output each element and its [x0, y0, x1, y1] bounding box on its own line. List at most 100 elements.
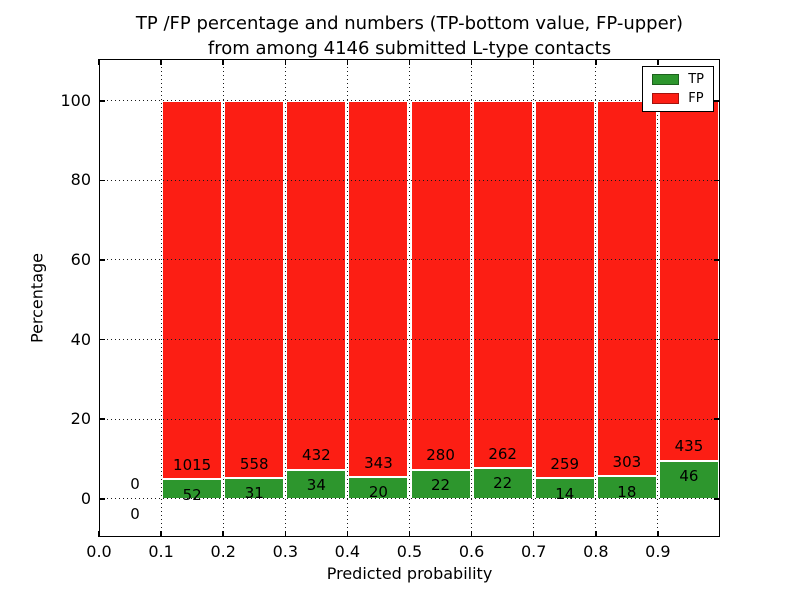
x-tick-label: 0.2: [210, 542, 236, 561]
tp-count-label: 18: [617, 482, 637, 501]
x-tick-mark-top: [222, 59, 224, 65]
bar-segment-fp: [224, 100, 285, 478]
grid-line-vertical: [533, 59, 535, 537]
y-tick-label: 40: [70, 329, 91, 349]
tp-count-label: 20: [368, 483, 388, 502]
tp-count-label: 31: [244, 484, 264, 503]
bar-segment-tp: [286, 469, 347, 499]
y-tick-mark-right: [714, 179, 720, 182]
fp-count-label: 262: [488, 444, 517, 463]
chart-title-line2: from among 4146 submitted L-type contact…: [207, 38, 612, 59]
x-axis-label: Predicted probability: [326, 564, 493, 583]
x-tick-mark-top: [98, 59, 100, 65]
legend-label: TP: [688, 72, 704, 87]
legend: TP FP: [642, 66, 714, 112]
bar-segment-tp: [596, 476, 657, 499]
y-tick-mark: [99, 418, 105, 420]
x-tick-mark: [657, 531, 659, 537]
grid-line-vertical: [409, 59, 410, 537]
x-tick-label: 0.8: [583, 542, 609, 561]
x-tick-mark: [98, 531, 100, 537]
fp-count-label: 259: [550, 455, 580, 474]
y-tick-label: 60: [70, 249, 91, 269]
y-tick-label: 20: [70, 409, 91, 429]
fp-count-label: 343: [364, 453, 393, 472]
x-tick-label: 0.0: [86, 542, 112, 561]
fp-count-label: 0: [130, 475, 140, 494]
bar-segment-tp: [534, 478, 595, 499]
y-tick-mark: [99, 498, 105, 500]
fp-count-label: 558: [239, 454, 269, 473]
bar-segment-fp: [596, 100, 657, 477]
bar-segment-fp: [286, 100, 347, 470]
x-tick-mark-top: [532, 59, 535, 65]
x-tick-mark-top: [346, 59, 349, 65]
x-tick-label: 0.1: [148, 542, 174, 561]
x-tick-mark: [408, 531, 411, 537]
plot-area: 0 0 1015 52 558 31 432 34 343 20 280 22 262 22 259 14 30…: [98, 59, 720, 537]
grid-line-vertical: [471, 59, 473, 537]
tp-count-label: 34: [306, 476, 326, 495]
tp-count-label: 22: [493, 474, 513, 493]
fp-count-label: 303: [612, 453, 642, 472]
tp-count-label: 14: [555, 484, 575, 503]
tp-count-label: 52: [182, 485, 202, 504]
bar-segment-fp: [658, 100, 719, 461]
x-tick-label: 0.4: [334, 542, 361, 561]
x-tick-mark-top: [595, 59, 597, 65]
grid-line-vertical: [595, 59, 597, 537]
chart-title: TP /FP percentage and numbers (TP-bottom…: [99, 11, 720, 61]
x-tick-mark: [160, 531, 162, 537]
x-tick-mark: [532, 531, 535, 537]
y-tick-mark-right: [714, 498, 720, 500]
legend-item: FP: [652, 92, 704, 105]
y-tick-mark: [99, 338, 105, 341]
fp-count-label: 435: [674, 437, 704, 456]
fp-count-label: 280: [426, 446, 455, 465]
y-tick-mark: [99, 100, 105, 102]
tp-count-label: 46: [679, 467, 699, 486]
x-tick-mark: [284, 531, 287, 537]
bar-segment-tp: [162, 479, 223, 499]
x-tick-mark-top: [470, 59, 473, 65]
x-tick-mark-top: [408, 59, 411, 65]
x-tick-label: 0.6: [458, 542, 485, 561]
x-tick-mark: [470, 531, 473, 537]
tp-count-label: 0: [130, 505, 140, 524]
grid-line-vertical: [160, 59, 162, 537]
bar-segment-fp: [162, 100, 223, 480]
fp-count-label: 432: [302, 446, 331, 465]
chart-title-line1: TP /FP percentage and numbers (TP-bottom…: [135, 13, 684, 34]
y-tick-label: 100: [60, 90, 91, 110]
legend-item: TP: [652, 73, 704, 86]
grid-line-vertical: [657, 59, 659, 537]
bar-segment-fp: [472, 100, 533, 468]
x-tick-mark: [346, 531, 349, 537]
bar-segment-fp: [410, 100, 471, 470]
y-tick-mark-right: [714, 338, 720, 341]
bar-segment-tp: [658, 460, 719, 499]
y-tick-mark-right: [714, 259, 720, 261]
x-tick-mark-top: [657, 59, 659, 65]
y-tick-mark-right: [714, 418, 720, 420]
legend-swatch-tp: [652, 74, 680, 85]
y-tick-mark-right: [714, 100, 720, 102]
x-tick-label: 0.3: [272, 542, 299, 561]
grid-line-vertical: [284, 59, 286, 537]
bar-segment-fp: [348, 100, 409, 477]
bar-segment-tp: [472, 467, 533, 499]
y-tick-mark: [99, 179, 105, 182]
x-tick-label: 0.9: [645, 542, 671, 561]
x-tick-mark: [595, 531, 597, 537]
legend-swatch-fp: [652, 93, 680, 104]
bar-segment-fp: [534, 100, 595, 479]
y-tick-label: 0: [80, 488, 91, 508]
fp-count-label: 1015: [173, 456, 212, 475]
legend-label: FP: [688, 91, 704, 106]
tp-count-label: 22: [431, 476, 451, 495]
y-tick-label: 80: [70, 170, 91, 190]
x-tick-label: 0.5: [396, 542, 423, 561]
grid-line-vertical: [222, 59, 224, 537]
grid-line-vertical: [346, 59, 348, 537]
